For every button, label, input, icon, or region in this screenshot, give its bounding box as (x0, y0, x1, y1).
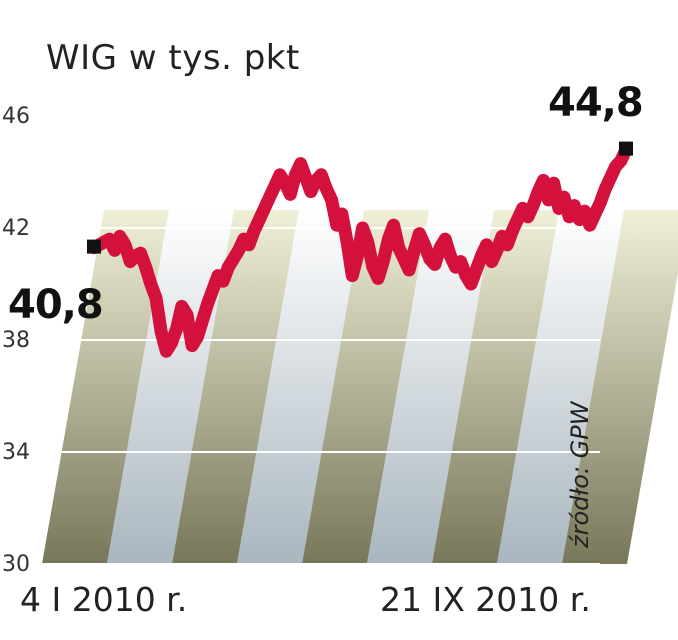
y-tick-38: 38 (2, 328, 30, 353)
y-tick-46: 46 (2, 104, 30, 129)
source-label: źródło: GPW (566, 401, 594, 548)
chart-title: WIG w tys. pkt (46, 38, 300, 78)
background-band (107, 210, 234, 564)
background-band (562, 210, 678, 564)
start-point-marker (87, 239, 101, 254)
background-band (432, 210, 559, 564)
x-start-label: 4 I 2010 r. (20, 580, 188, 619)
end-point-marker (619, 141, 633, 156)
background-band (42, 210, 169, 564)
background-band (237, 210, 364, 564)
series-line-0 (87, 143, 633, 358)
start-value-label: 40,8 (8, 282, 104, 328)
y-tick-34: 34 (2, 440, 30, 465)
x-end-label: 21 IX 2010 r. (380, 580, 591, 619)
y-tick-30: 30 (2, 552, 30, 577)
background-band (497, 210, 624, 564)
y-tick-42: 42 (2, 216, 30, 241)
background-band (172, 210, 299, 564)
background-band (367, 210, 494, 564)
end-value-label: 44,8 (548, 80, 644, 126)
background-band (302, 210, 429, 564)
